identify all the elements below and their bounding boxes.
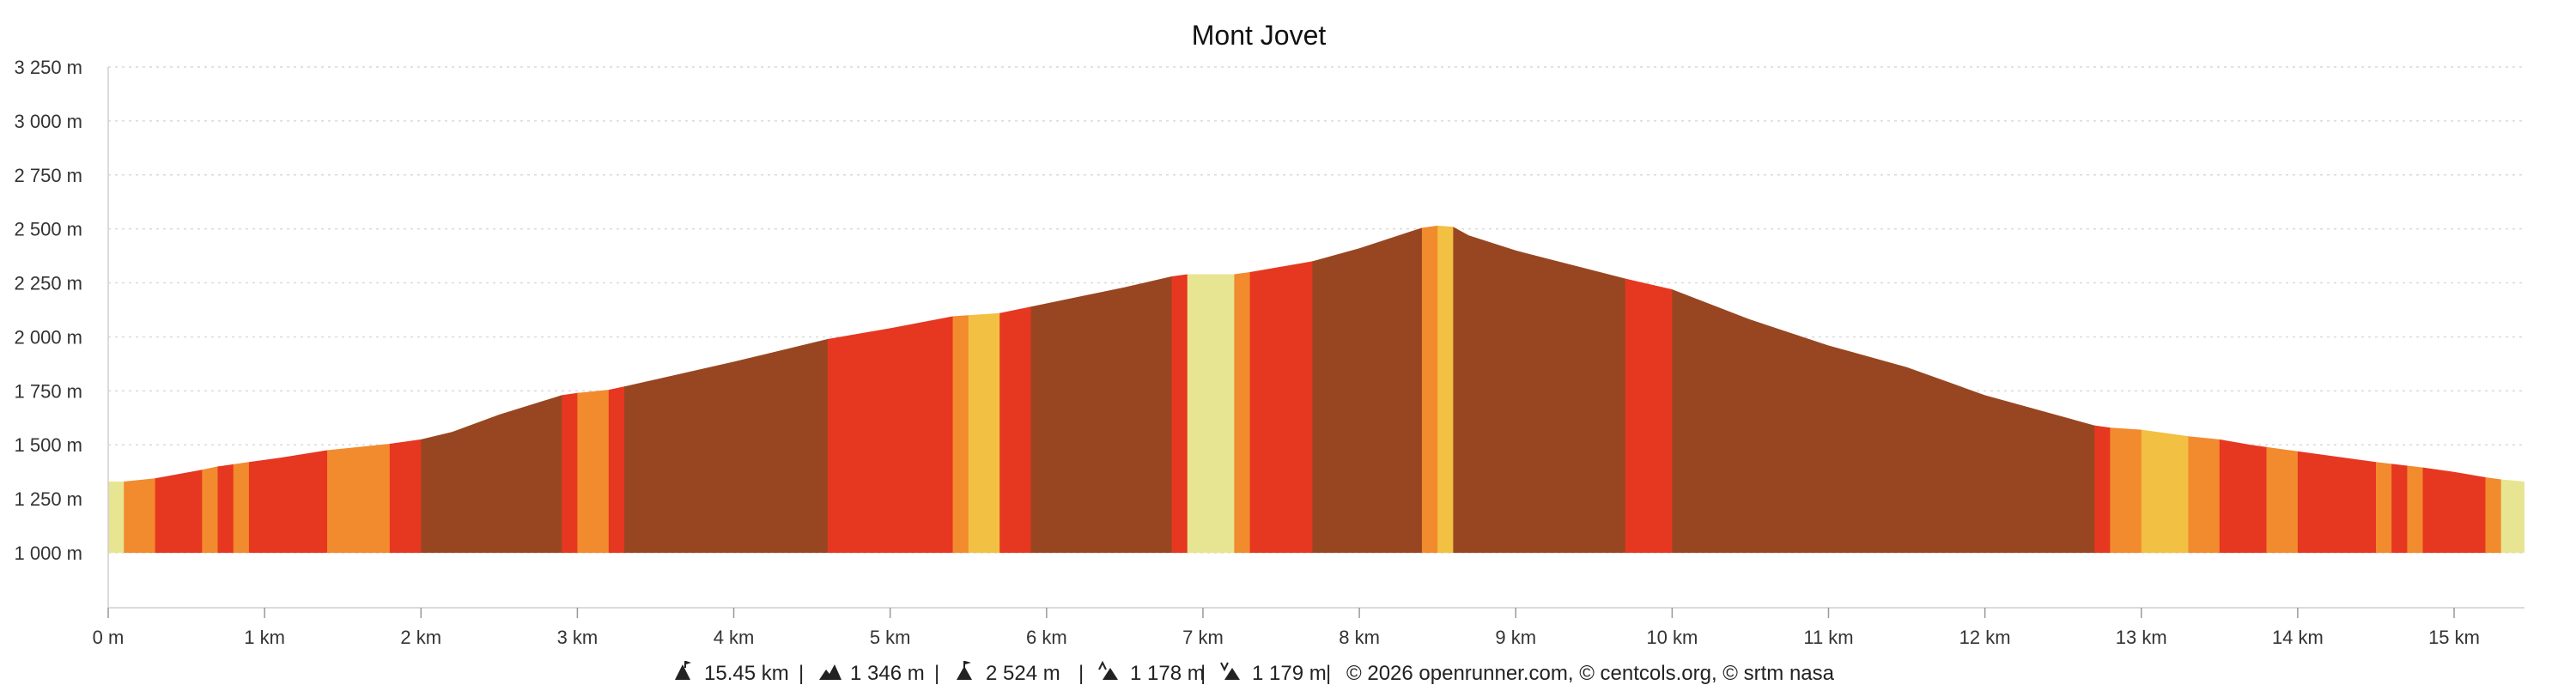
y-tick-label: 3 000 m (15, 111, 83, 132)
slope-bands (108, 225, 2524, 553)
axis-layer (107, 67, 2524, 609)
slope-segment (2500, 225, 2524, 553)
x-tick-label: 11 km (1803, 627, 1853, 648)
descent-icon (1220, 662, 1240, 680)
slope-segment (1421, 225, 1438, 553)
stat-separator: | (799, 662, 804, 685)
slope-segment (2094, 225, 2111, 553)
slope-segment (2141, 225, 2190, 553)
y-tick-label: 2 250 m (15, 273, 83, 294)
y-tick-label: 3 250 m (15, 57, 83, 78)
stat-value: 1 179 m (1252, 662, 1327, 685)
slope-segment (1234, 225, 1251, 553)
slope-segment (2219, 225, 2268, 553)
slope-segment (1453, 225, 1626, 553)
x-tick-label: 2 km (400, 627, 441, 648)
x-tick-label: 10 km (1646, 627, 1698, 648)
slope-segment (608, 225, 625, 553)
x-tick-labels: 0 m 1 km 2 km 3 km 4 km 5 km 6 km 7 km 8 km 9 km 1… (93, 608, 2480, 648)
slope-segment (577, 225, 610, 553)
x-tick-label: 5 km (870, 627, 911, 648)
slope-segment (624, 225, 829, 553)
slope-segment (1171, 225, 1188, 553)
ascent-icon (1098, 660, 1118, 680)
slope-segment (1312, 225, 1423, 553)
stat-separator: | (1326, 662, 1331, 685)
y-tick-label: 1 000 m (15, 542, 83, 564)
slope-segment (202, 225, 219, 553)
x-tick-label: 7 km (1182, 627, 1224, 648)
y-tick-label: 1 750 m (15, 380, 83, 402)
slope-segment (2297, 225, 2377, 553)
x-tick-label: 12 km (1959, 627, 2011, 648)
slope-segment (827, 225, 954, 553)
stat-value: 15.45 km (704, 662, 789, 685)
stat-separator: | (1200, 662, 1206, 685)
slope-segment (2422, 225, 2487, 553)
x-tick-label: 8 km (1339, 627, 1380, 648)
slope-segment (217, 225, 234, 553)
stat-separator: | (1078, 662, 1084, 685)
slope-segment (1625, 225, 1673, 553)
slope-segment (952, 225, 969, 553)
slope-segment (248, 225, 328, 553)
x-tick-label: 9 km (1495, 627, 1536, 648)
slope-segment (2485, 225, 2502, 553)
slope-segment (155, 225, 203, 553)
slope-segment (233, 225, 250, 553)
y-tick-label: 2 750 m (15, 165, 83, 186)
slope-segment (2391, 225, 2408, 553)
x-tick-label: 13 km (2116, 627, 2167, 648)
max-altitude-icon (957, 661, 972, 680)
slope-segment (2188, 225, 2221, 553)
slope-segment (108, 225, 125, 553)
slope-segment (2266, 225, 2299, 553)
slope-segment (562, 225, 579, 553)
slope-segment (1672, 225, 2095, 553)
chart-title: Mont Jovet (1192, 20, 1327, 51)
stat-value: 2 524 m (986, 662, 1060, 685)
slope-segment (124, 225, 156, 553)
x-tick-label: 0 m (93, 627, 125, 648)
slope-segment (1437, 225, 1454, 553)
slope-segment (1030, 225, 1173, 553)
y-tick-label: 1 500 m (15, 434, 83, 456)
slope-segment (421, 225, 562, 553)
y-tick-label: 2 000 m (15, 326, 83, 348)
y-tick-labels: 1 000 m 1 250 m 1 500 m 1 750 m 2 000 m 2 250… (15, 57, 83, 564)
stat-value: 1 178 m (1130, 662, 1205, 685)
y-tick-label: 1 250 m (15, 488, 83, 510)
slope-segment (2375, 225, 2392, 553)
credits-text: © 2026 openrunner.com, © centcols.org, ©… (1346, 662, 1835, 685)
stats-footer: 15.45 km | 1 346 m | 2 524 m | 1 178 m| 1 179 m… (675, 660, 1835, 685)
x-tick-label: 14 km (2272, 627, 2324, 648)
x-tick-label: 15 km (2428, 627, 2480, 648)
distance-icon (675, 661, 691, 680)
y-tick-label: 2 500 m (15, 219, 83, 240)
slope-segment (1187, 225, 1235, 553)
x-tick-label: 3 km (557, 627, 598, 648)
slope-segment (326, 225, 391, 553)
x-tick-label: 4 km (714, 627, 755, 648)
elevation-gain-icon (819, 664, 841, 680)
stat-value: 1 346 m (850, 662, 925, 685)
x-tick-label: 1 km (244, 627, 285, 648)
slope-segment (389, 225, 422, 553)
slope-segment (968, 225, 1000, 553)
slope-segment (2407, 225, 2424, 553)
slope-segment (1249, 225, 1314, 553)
x-tick-label: 6 km (1026, 627, 1067, 648)
slope-segment (2110, 225, 2142, 553)
stat-separator: | (934, 662, 939, 685)
slope-segment (999, 225, 1032, 553)
